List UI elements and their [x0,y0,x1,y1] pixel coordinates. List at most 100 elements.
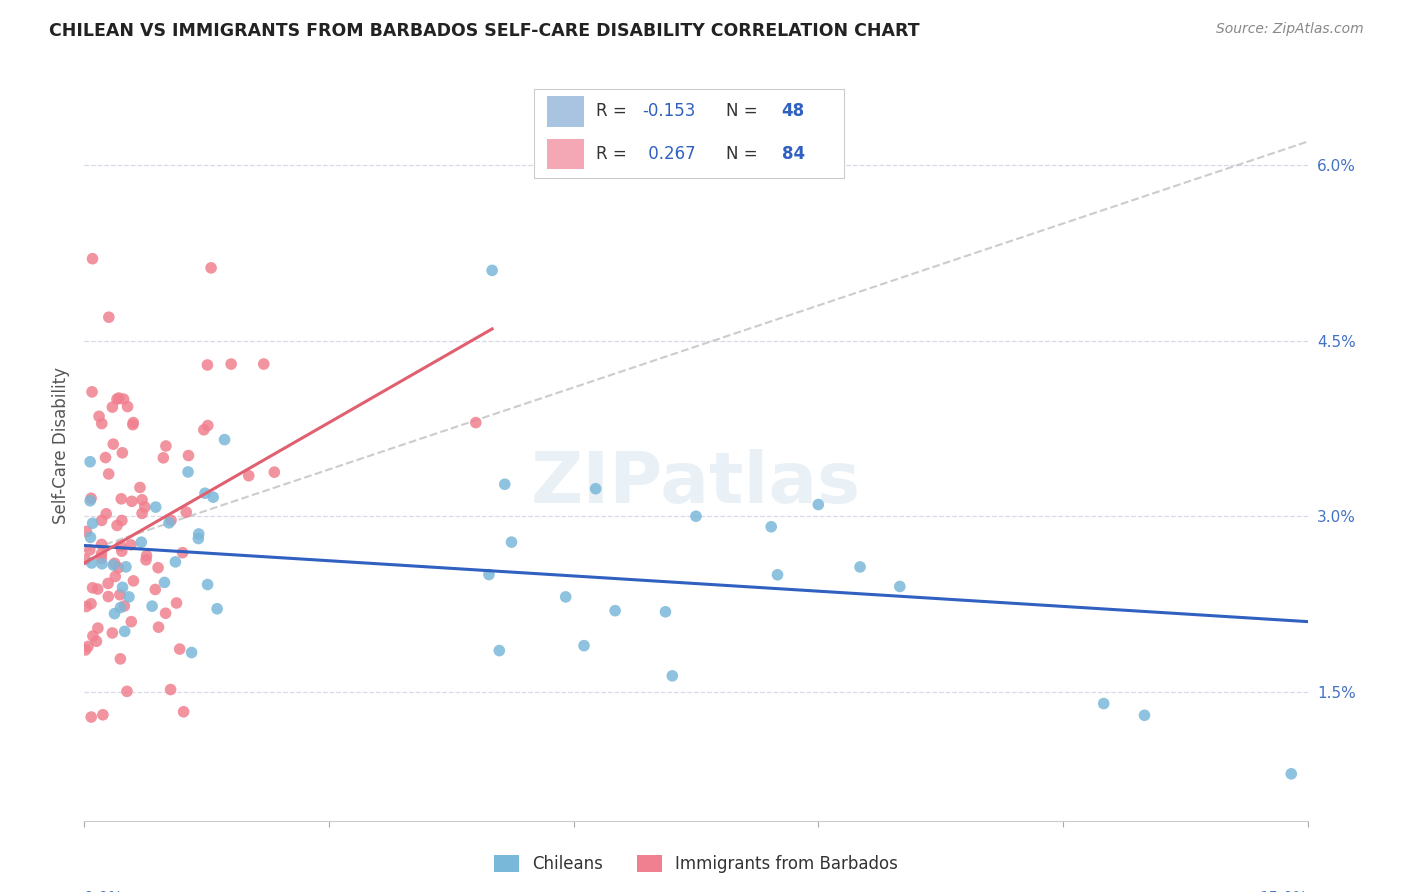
Point [585,482,607,496]
Point [75,524,97,539]
Point [122,574,145,588]
Point [120,538,142,552]
Text: -0.153: -0.153 [643,103,696,120]
Point [197,418,219,433]
Point [108,588,131,602]
Point [122,416,145,430]
Point [80,384,103,399]
Point [1133,708,1156,723]
Point [105,392,128,407]
Point [75,599,97,614]
Point [86,582,108,596]
Point [131,492,153,507]
Point [488,643,510,657]
Point [91,557,114,571]
Point [80,556,103,570]
Point [79,542,101,557]
Point [103,558,125,572]
Text: R =: R = [596,103,633,120]
Point [101,626,124,640]
Point [157,516,180,530]
Point [90,513,112,527]
Point [80,710,103,724]
Point [105,518,128,533]
Point [131,507,153,521]
Text: Source: ZipAtlas.com: Source: ZipAtlas.com [1216,22,1364,37]
Point [97,576,120,591]
Point [166,596,188,610]
Point [101,400,124,414]
Point [82,629,104,643]
Point [205,601,228,615]
Text: 84: 84 [782,145,804,163]
Point [603,604,626,618]
Point [104,569,127,583]
Point [177,449,200,463]
Point [103,437,125,451]
Point [86,634,108,648]
Point [111,544,134,558]
Point [187,527,209,541]
Bar [547,96,583,127]
Point [263,465,285,479]
Point [145,500,167,514]
Point [152,450,174,465]
Point [111,446,134,460]
Point [110,491,132,506]
Point [96,507,118,521]
Point [112,599,135,613]
Text: 15.0%: 15.0% [1260,891,1308,892]
Point [110,539,132,553]
Point [91,707,114,722]
Point [104,556,127,570]
Point [117,400,139,414]
Y-axis label: Self-Care Disability: Self-Care Disability [52,368,70,524]
Text: 48: 48 [782,103,804,120]
Point [761,520,783,534]
Point [135,553,157,567]
Text: CHILEAN VS IMMIGRANTS FROM BARBADOS SELF-CARE DISABILITY CORRELATION CHART: CHILEAN VS IMMIGRANTS FROM BARBADOS SELF… [49,22,920,40]
Point [849,560,872,574]
Point [160,513,183,527]
Point [82,581,104,595]
Point [177,465,200,479]
Point [1092,697,1115,711]
Point [478,567,501,582]
Point [97,590,120,604]
Point [129,481,152,495]
Point [180,646,202,660]
Point [121,417,143,432]
Point [129,535,152,549]
Point [554,590,576,604]
Point [200,260,222,275]
Point [90,537,112,551]
Point [111,513,134,527]
Point [173,705,195,719]
Point [159,682,181,697]
Point [202,490,225,504]
Point [197,358,219,372]
Point [75,643,97,657]
Point [464,416,486,430]
Point [253,357,276,371]
Point [110,652,132,666]
Bar [547,139,583,169]
Point [82,516,104,531]
Point [501,535,523,549]
Point [219,357,242,371]
Point [90,551,112,566]
Point [80,597,103,611]
Point [146,560,169,574]
Point [169,642,191,657]
Point [135,549,157,563]
Point [77,640,100,654]
Point [193,423,215,437]
Point [97,467,120,481]
Point [141,599,163,614]
Point [94,450,117,465]
Point [115,559,138,574]
Point [1279,767,1302,781]
Point [111,580,134,594]
Point [110,600,132,615]
Point [82,252,104,266]
